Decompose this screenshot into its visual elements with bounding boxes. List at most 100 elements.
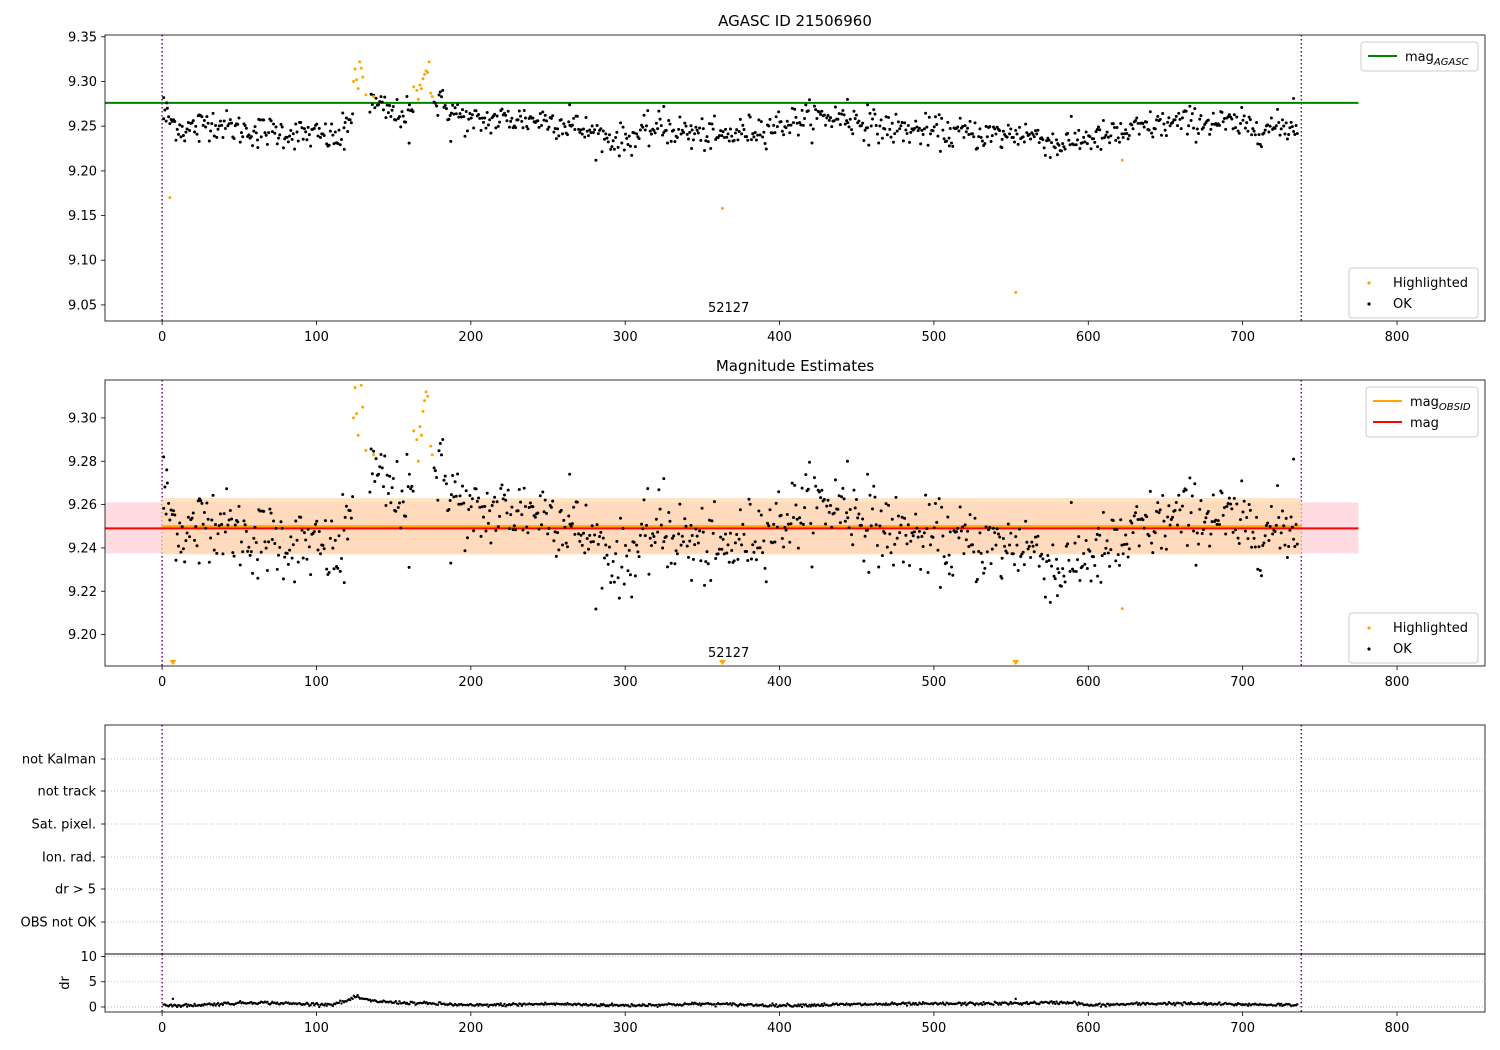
ok-point [263, 131, 267, 135]
ok-point [617, 154, 621, 158]
ok-point [379, 95, 383, 99]
ok-point [214, 123, 218, 127]
ok-point [230, 517, 234, 521]
ok-point [573, 128, 577, 132]
ok-point [220, 522, 224, 526]
ok-point [1124, 128, 1128, 132]
ok-point [832, 511, 836, 515]
ok-point [690, 533, 694, 537]
ok-point [787, 522, 791, 526]
ok-point [441, 437, 445, 441]
ok-point [484, 126, 488, 130]
ok-point [264, 133, 268, 137]
ok-point [546, 127, 550, 131]
dr-point [325, 1004, 328, 1007]
flag-label-5: OBS not OK [21, 916, 97, 931]
ok-point [398, 115, 402, 119]
ok-point [979, 135, 983, 139]
ok-point [649, 544, 653, 548]
highlighted-point [1014, 290, 1018, 294]
ok-point [481, 120, 485, 124]
ok-point [711, 531, 715, 535]
ok-point [222, 512, 226, 516]
ok-point [1256, 142, 1260, 146]
ok-point [162, 117, 166, 121]
ok-point [453, 106, 457, 110]
ok-point [594, 158, 598, 162]
ok-point [332, 567, 336, 571]
ok-point [1195, 127, 1199, 131]
ok-point [217, 124, 221, 128]
ok-point [272, 122, 276, 126]
clipped-marker-2 [1012, 660, 1020, 665]
ok-point [1200, 532, 1204, 536]
ok-point [509, 513, 513, 517]
ok-point [761, 135, 765, 139]
ok-point [184, 130, 188, 134]
ok-point [866, 472, 870, 476]
ok-point [231, 551, 235, 555]
ok-point [317, 530, 321, 534]
ok-point [1017, 527, 1021, 531]
ok-point [489, 541, 493, 545]
ok-point [565, 545, 569, 549]
ok-point [712, 500, 716, 504]
ok-point [1235, 115, 1239, 119]
ok-point [1268, 124, 1272, 128]
ok-point [348, 509, 352, 513]
ok-point [228, 118, 232, 122]
ok-point [306, 527, 310, 531]
ok-point [489, 131, 493, 135]
ok-point [432, 466, 436, 470]
ok-point [409, 487, 413, 491]
ok-point [496, 124, 500, 128]
ok-point [704, 560, 708, 564]
ok-point [552, 130, 556, 134]
ok-point [183, 139, 187, 143]
ok-point [1127, 547, 1131, 551]
ok-point [411, 110, 415, 114]
ok-point [658, 117, 662, 121]
ok-point [696, 131, 700, 135]
ok-point [578, 539, 582, 543]
ok-point [1147, 128, 1151, 132]
ok-point [309, 144, 313, 148]
ok-point [1209, 127, 1213, 131]
ok-point [577, 532, 581, 536]
ok-point [176, 544, 180, 548]
ok-point [758, 546, 762, 550]
ok-point [395, 460, 399, 464]
ok-point [627, 134, 631, 138]
ok-point [1005, 551, 1009, 555]
ok-point [228, 509, 232, 513]
ok-point [1277, 515, 1281, 519]
ok-point [1252, 129, 1256, 133]
ok-point [742, 532, 746, 536]
ok-point [1168, 124, 1172, 128]
ok-point [437, 449, 441, 453]
ok-point [1169, 517, 1173, 521]
ok-point [1173, 118, 1177, 122]
ok-point [1238, 518, 1242, 522]
ok-point [1287, 133, 1291, 137]
ok-point [477, 113, 481, 117]
ok-point [1180, 116, 1184, 120]
ok-point [1238, 121, 1242, 125]
ok-point [926, 143, 930, 147]
ok-point [1243, 126, 1247, 130]
ok-point [1229, 502, 1233, 506]
ok-point [370, 472, 374, 476]
ok-point [1234, 126, 1238, 130]
ok-point [606, 562, 610, 566]
ok-point [1273, 126, 1277, 130]
ok-point [672, 534, 676, 538]
ok-point [1074, 143, 1078, 147]
ok-point [1167, 504, 1171, 508]
ok-point [1130, 521, 1134, 525]
ok-point [1017, 125, 1021, 129]
ok-point [1119, 121, 1123, 125]
ok-point [1134, 119, 1138, 123]
ok-point [168, 518, 172, 522]
ok-point [736, 138, 740, 142]
ok-point [1189, 511, 1193, 515]
